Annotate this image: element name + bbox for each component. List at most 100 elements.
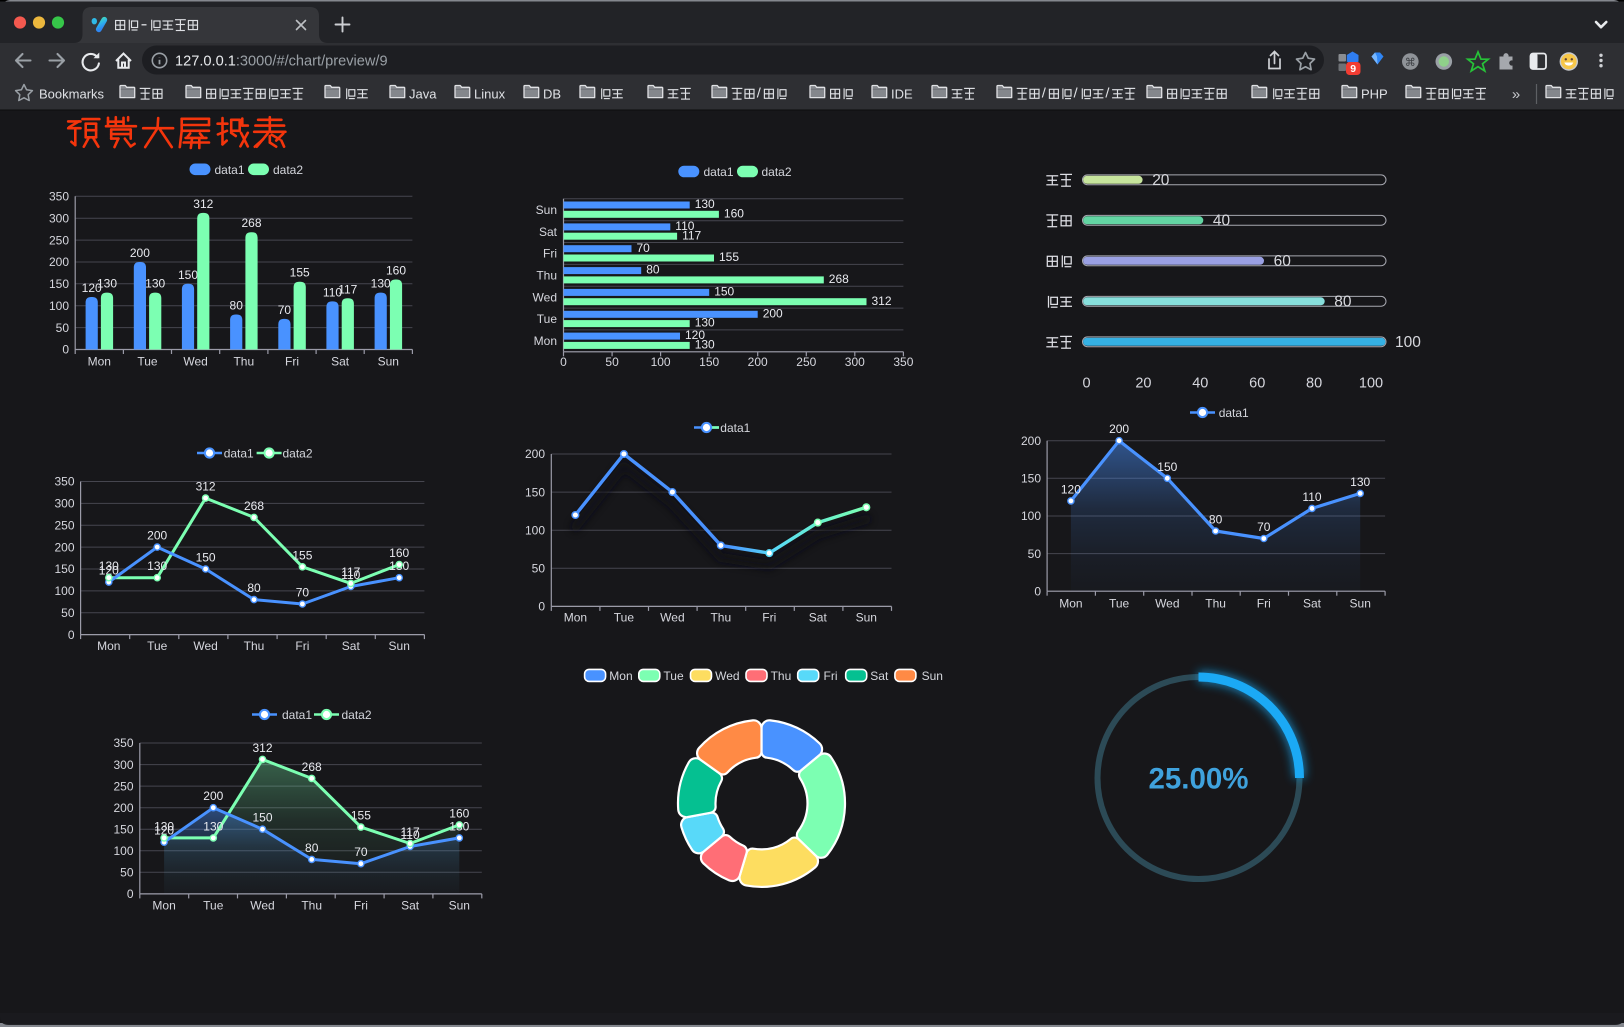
svg-text:130: 130: [99, 559, 119, 573]
svg-text:0: 0: [560, 355, 567, 369]
svg-text:data2: data2: [762, 165, 792, 179]
svg-text:Fri: Fri: [543, 247, 557, 261]
svg-text:300: 300: [54, 497, 74, 511]
svg-text:Sun: Sun: [922, 669, 943, 683]
svg-text:Wed: Wed: [533, 290, 557, 304]
svg-text:350: 350: [113, 736, 133, 750]
svg-text:Fri: Fri: [762, 611, 776, 625]
svg-text:110: 110: [401, 828, 420, 842]
svg-text:data1: data1: [282, 708, 312, 722]
svg-text:Wed: Wed: [250, 899, 274, 913]
svg-text:Wed: Wed: [1155, 597, 1179, 611]
svg-text:100: 100: [49, 299, 69, 313]
svg-text:80: 80: [1209, 513, 1223, 527]
svg-text:110: 110: [1302, 490, 1321, 504]
svg-text:40: 40: [1213, 213, 1231, 230]
svg-text:40: 40: [1192, 376, 1208, 392]
svg-text:data1: data1: [720, 421, 750, 435]
svg-text:150: 150: [113, 822, 133, 836]
svg-text:130: 130: [203, 819, 223, 833]
svg-text:300: 300: [113, 758, 133, 772]
svg-text:312: 312: [252, 741, 272, 755]
svg-text:»: »: [1512, 86, 1520, 103]
svg-text:200: 200: [763, 306, 783, 320]
svg-text:200: 200: [130, 246, 150, 260]
svg-text:160: 160: [724, 206, 744, 220]
svg-text:20: 20: [1152, 172, 1170, 189]
svg-text:150: 150: [49, 277, 69, 291]
svg-text:0: 0: [68, 628, 75, 642]
svg-text:Wed: Wed: [715, 669, 739, 683]
svg-text:130: 130: [97, 277, 117, 291]
svg-text:Fri: Fri: [824, 669, 838, 683]
svg-text:160: 160: [449, 806, 469, 820]
svg-text:110: 110: [675, 219, 694, 233]
svg-text:Thu: Thu: [233, 355, 254, 369]
svg-text:200: 200: [748, 355, 768, 369]
svg-text:150: 150: [252, 811, 272, 825]
svg-text:160: 160: [389, 546, 409, 560]
svg-text:250: 250: [113, 779, 133, 793]
svg-text:50: 50: [605, 355, 619, 369]
svg-text:PHP: PHP: [1361, 87, 1388, 102]
svg-text:0: 0: [538, 600, 545, 614]
svg-text:50: 50: [532, 562, 546, 576]
svg-text:80: 80: [230, 299, 244, 313]
svg-text:Tue: Tue: [614, 611, 635, 625]
svg-text:Sat: Sat: [870, 669, 889, 683]
svg-text:DB: DB: [543, 87, 561, 102]
svg-text:Thu: Thu: [301, 899, 322, 913]
svg-text:155: 155: [351, 809, 371, 823]
svg-text:0: 0: [127, 887, 134, 901]
svg-text:Sat: Sat: [539, 225, 558, 239]
svg-text:Mon: Mon: [88, 355, 111, 369]
svg-text:70: 70: [1257, 520, 1271, 534]
svg-text:Tue: Tue: [137, 355, 158, 369]
svg-text:data1: data1: [215, 163, 245, 177]
svg-text:Sun: Sun: [1350, 597, 1371, 611]
svg-text:155: 155: [290, 266, 310, 280]
svg-text:80: 80: [646, 263, 660, 277]
svg-text:110: 110: [323, 285, 342, 299]
svg-text:Java: Java: [409, 87, 437, 102]
svg-text:200: 200: [203, 789, 223, 803]
svg-text:155: 155: [719, 250, 739, 264]
svg-text:50: 50: [61, 606, 75, 620]
svg-text:117: 117: [401, 825, 420, 839]
svg-text:Linux: Linux: [474, 87, 506, 102]
svg-text:117: 117: [338, 282, 357, 296]
svg-text:0: 0: [1034, 584, 1041, 598]
svg-text:268: 268: [244, 499, 264, 513]
svg-text:70: 70: [637, 241, 651, 255]
svg-text:Wed: Wed: [193, 639, 217, 653]
svg-text:100: 100: [1021, 509, 1041, 523]
svg-text:Sun: Sun: [378, 355, 399, 369]
svg-text:350: 350: [893, 355, 913, 369]
svg-text:120: 120: [99, 564, 119, 578]
svg-text:80: 80: [1306, 376, 1322, 392]
svg-text:Sun: Sun: [449, 899, 470, 913]
svg-text:130: 130: [145, 277, 165, 291]
svg-text:120: 120: [82, 281, 102, 295]
svg-text:Wed: Wed: [660, 611, 684, 625]
svg-text:data2: data2: [342, 708, 372, 722]
svg-text:200: 200: [1109, 422, 1129, 436]
svg-text:300: 300: [845, 355, 865, 369]
svg-text:80: 80: [305, 841, 319, 855]
svg-text:data1: data1: [224, 446, 254, 460]
svg-text:100: 100: [651, 355, 671, 369]
svg-text:120: 120: [154, 824, 174, 838]
svg-text:0: 0: [1082, 376, 1090, 392]
svg-text:Tue: Tue: [663, 669, 684, 683]
svg-text:60: 60: [1274, 253, 1292, 270]
svg-text:100: 100: [525, 523, 545, 537]
svg-text:80: 80: [247, 581, 261, 595]
svg-text:Tue: Tue: [1109, 597, 1130, 611]
svg-text:70: 70: [296, 586, 310, 600]
svg-text:Wed: Wed: [183, 355, 207, 369]
svg-text:130: 130: [695, 316, 715, 330]
svg-text:120: 120: [1061, 482, 1081, 496]
svg-text:200: 200: [147, 529, 167, 543]
svg-text:IDE: IDE: [891, 87, 913, 102]
svg-text:127.0.0.1:3000/#/chart/preview: 127.0.0.1:3000/#/chart/preview/9: [175, 54, 388, 70]
